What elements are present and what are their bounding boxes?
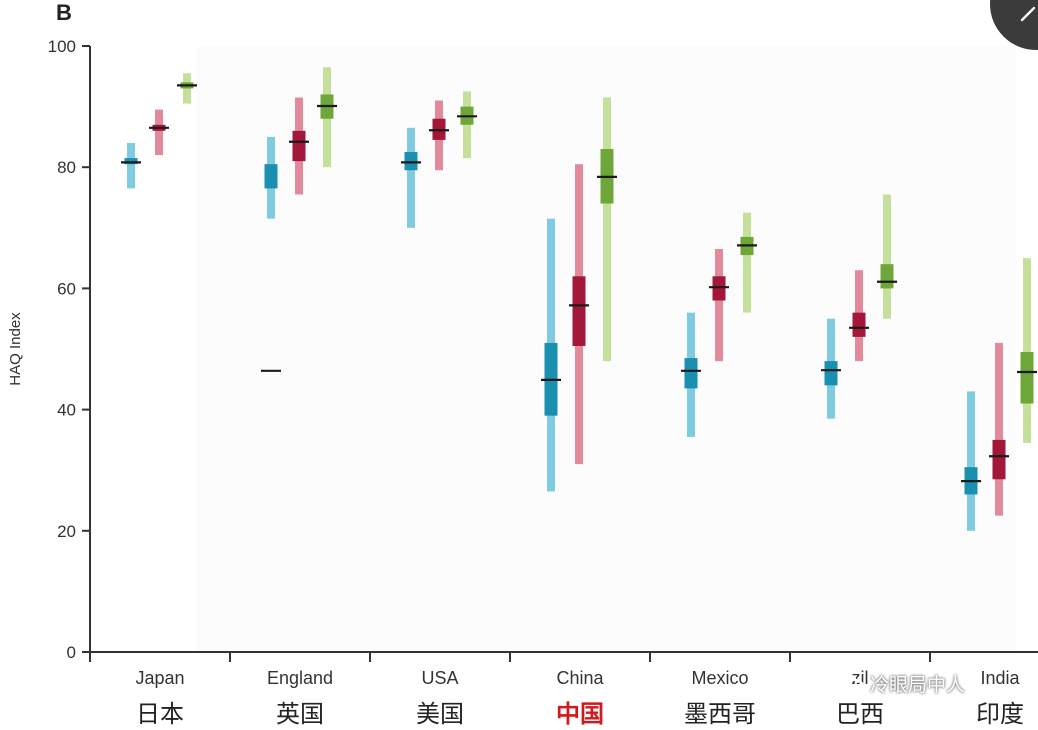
- x-tick-label-cn: 英国: [276, 700, 324, 728]
- y-tick-label: 60: [57, 279, 76, 298]
- box-bar: [572, 276, 586, 346]
- box-bar: [264, 164, 278, 189]
- x-tick-label-cn: 印度: [976, 700, 1024, 728]
- range-bar: [603, 97, 611, 362]
- x-tick-label: England: [267, 668, 333, 688]
- box-bar: [684, 358, 698, 389]
- y-tick-label: 0: [67, 643, 76, 662]
- box-bar: [404, 152, 418, 171]
- y-tick-label: 100: [48, 37, 76, 56]
- y-axis-label: HAQ Index: [7, 312, 24, 386]
- box-bar: [852, 312, 866, 337]
- range-bar: [967, 391, 975, 531]
- box-bar: [824, 361, 838, 386]
- x-tick-label: China: [556, 668, 604, 688]
- range-bar: [883, 194, 891, 319]
- x-tick-label-cn: 中国: [556, 700, 604, 728]
- box-bar: [712, 276, 726, 301]
- x-tick-label-cn: 日本: [136, 700, 184, 728]
- x-tick-label: Mexico: [691, 668, 748, 688]
- box-bar: [992, 439, 1006, 480]
- range-bar: [1023, 258, 1031, 443]
- panel-label: B: [56, 0, 72, 25]
- range-bar: [715, 249, 723, 362]
- watermark-text: 冷眼局中人: [870, 674, 966, 696]
- x-tick-label-cn: 墨西哥: [684, 700, 756, 728]
- watermark: 冷眼局中人: [836, 670, 965, 697]
- box-bar: [1020, 352, 1034, 404]
- x-tick-label-cn: 美国: [416, 700, 464, 728]
- x-tick-label-cn: 巴西: [836, 700, 884, 728]
- range-bar: [995, 342, 1003, 516]
- box-bar: [124, 158, 138, 165]
- x-tick-label: USA: [421, 668, 458, 688]
- y-tick-label: 80: [57, 158, 76, 177]
- x-tick-label: Japan: [135, 668, 184, 688]
- range-bar: [155, 109, 163, 156]
- y-tick-label: 20: [57, 522, 76, 541]
- range-bar: [743, 212, 751, 313]
- wechat-icon: [837, 673, 864, 693]
- box-bar: [292, 130, 306, 162]
- y-tick-label: 40: [57, 401, 76, 420]
- x-tick-label: India: [980, 668, 1020, 688]
- box-bar: [880, 264, 894, 289]
- range-bar: [407, 127, 415, 228]
- range-bar: [127, 142, 135, 189]
- diagonal-arrow-icon: [1020, 6, 1036, 22]
